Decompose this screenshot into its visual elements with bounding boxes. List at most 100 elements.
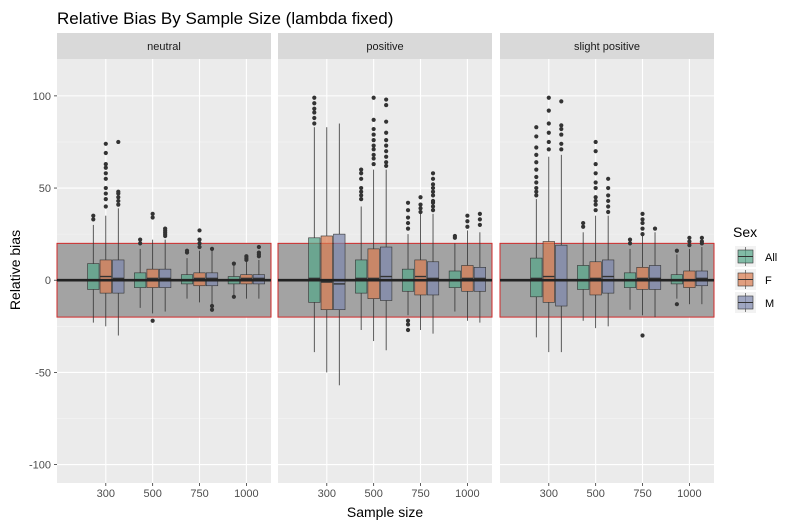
outlier-point	[103, 165, 108, 170]
outlier-point	[546, 95, 551, 100]
outlier-point	[359, 185, 364, 191]
outlier-point	[103, 204, 108, 209]
outlier-point	[256, 244, 261, 250]
outlier-point	[418, 195, 423, 200]
box-300-All	[87, 213, 100, 323]
outlier-point	[150, 318, 155, 323]
outlier-point	[652, 226, 658, 231]
box-300-All	[308, 95, 321, 353]
y-axis: -100 -50 0 50 100	[29, 91, 57, 472]
outlier-point	[430, 208, 436, 213]
outlier-point	[477, 211, 482, 216]
outlier-point	[371, 156, 376, 161]
outlier-point	[534, 174, 539, 180]
outlier-point	[163, 226, 168, 231]
outlier-point	[593, 139, 598, 145]
y-tick-label: 50	[39, 183, 51, 195]
outlier-point	[674, 248, 679, 253]
outlier-point	[687, 235, 692, 240]
panel-strip-label: positive	[366, 41, 403, 53]
y-tick-label: -50	[35, 367, 51, 379]
box-500-F	[146, 211, 159, 323]
x-tick-label: 500	[586, 488, 604, 500]
outlier-point	[546, 108, 551, 113]
outlier-point	[546, 147, 551, 152]
outlier-point	[405, 327, 411, 333]
outlier-point	[138, 241, 143, 246]
outlier-point	[534, 160, 539, 165]
outlier-point	[534, 125, 539, 130]
box-iqr	[414, 259, 427, 296]
box-300-F	[542, 95, 555, 353]
box-500-M	[380, 97, 393, 351]
outlier-point	[231, 261, 236, 266]
outlier-point	[371, 147, 376, 152]
outlier-point	[150, 215, 155, 220]
outlier-point	[359, 171, 364, 176]
outlier-point	[384, 130, 389, 135]
outlier-point	[197, 244, 202, 250]
panel-strip	[57, 33, 271, 59]
outlier-point	[465, 219, 470, 224]
outlier-point	[312, 115, 317, 121]
outlier-point	[640, 220, 645, 226]
x-tick-label: 1000	[234, 488, 258, 500]
outlier-point	[430, 193, 436, 198]
y-tick-label: 0	[45, 275, 51, 287]
x-tick-label: 750	[190, 488, 208, 500]
outlier-point	[699, 235, 704, 240]
box-300-All	[530, 125, 543, 338]
box-iqr	[530, 257, 543, 298]
outlier-point	[640, 232, 645, 237]
outlier-point	[606, 176, 611, 181]
outlier-point	[209, 303, 215, 309]
panel-strip-label: slight positive	[574, 41, 640, 53]
outlier-point	[197, 237, 202, 242]
outlier-point	[91, 213, 96, 218]
outlier-point	[405, 322, 411, 327]
outlier-point	[430, 189, 436, 194]
legend-title: Sex	[733, 224, 757, 240]
box-iqr	[577, 265, 590, 290]
legend-item-All: All	[735, 246, 777, 267]
box-750-F	[414, 195, 427, 330]
outlier-point	[418, 209, 423, 215]
outlier-point	[371, 117, 376, 122]
outlier-point	[418, 202, 423, 207]
legend-label: F	[765, 275, 772, 287]
outlier-point	[606, 209, 611, 215]
outlier-point	[116, 202, 121, 207]
x-tick-label: 500	[143, 488, 161, 500]
outlier-point	[405, 220, 411, 226]
outlier-point	[430, 171, 436, 176]
outlier-point	[534, 180, 539, 185]
outlier-point	[116, 189, 121, 194]
outlier-point	[371, 161, 376, 167]
outlier-point	[430, 185, 436, 191]
y-axis-title: Relative bias	[7, 230, 23, 310]
outlier-point	[559, 99, 564, 104]
outlier-point	[559, 141, 564, 146]
outlier-point	[559, 126, 564, 132]
outlier-point	[405, 208, 411, 213]
box-iqr	[333, 233, 346, 311]
outlier-point	[371, 143, 376, 148]
outlier-point	[103, 197, 108, 202]
outlier-point	[103, 161, 108, 167]
outlier-point	[384, 163, 389, 169]
box-300-F	[99, 141, 112, 327]
chart-title: Relative Bias By Sample Size (lambda fix…	[57, 9, 393, 28]
outlier-point	[209, 246, 215, 251]
outlier-point	[477, 222, 482, 228]
outlier-point	[384, 119, 389, 124]
outlier-point	[581, 220, 586, 226]
legend-item-M: M	[735, 292, 774, 313]
x-tick-label: 300	[97, 488, 115, 500]
outlier-point	[184, 248, 190, 253]
outlier-point	[546, 139, 551, 145]
outlier-point	[384, 143, 389, 148]
outlier-point	[384, 138, 389, 143]
outlier-point	[371, 95, 376, 100]
box-500-F	[589, 139, 602, 329]
outlier-point	[405, 226, 411, 231]
